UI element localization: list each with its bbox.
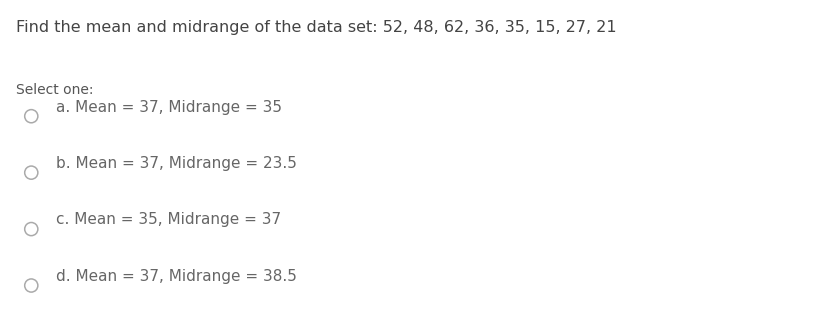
Text: c. Mean = 35, Midrange = 37: c. Mean = 35, Midrange = 37 [56, 212, 281, 227]
Text: d. Mean = 37, Midrange = 38.5: d. Mean = 37, Midrange = 38.5 [56, 269, 297, 284]
Text: Find the mean and midrange of the data set: 52, 48, 62, 36, 35, 15, 27, 21: Find the mean and midrange of the data s… [16, 20, 617, 35]
Text: b. Mean = 37, Midrange = 23.5: b. Mean = 37, Midrange = 23.5 [56, 156, 297, 171]
Text: Select one:: Select one: [16, 83, 94, 97]
Text: a. Mean = 37, Midrange = 35: a. Mean = 37, Midrange = 35 [56, 100, 282, 115]
